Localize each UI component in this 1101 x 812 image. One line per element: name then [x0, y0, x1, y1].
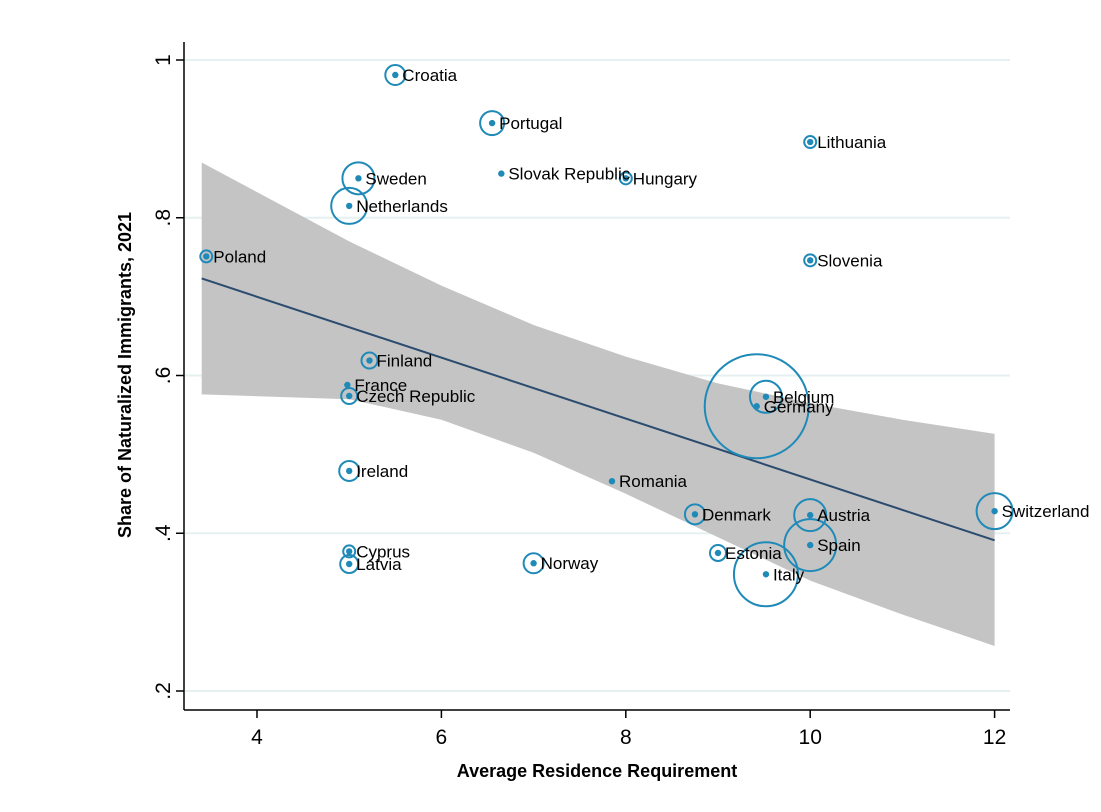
point-ring-spain	[783, 518, 838, 573]
point-label-romania: Romania	[619, 472, 688, 491]
data-points	[199, 63, 1014, 608]
point-ring-latvia	[339, 554, 360, 575]
y-tick-label-0: .2	[152, 682, 175, 700]
point-label-cyprus: Cyprus	[356, 542, 410, 561]
point-dot-croatia	[392, 71, 399, 79]
point-label-croatia: Croatia	[402, 66, 457, 85]
point-label-poland: Poland	[213, 247, 266, 266]
point-ring-italy	[732, 541, 799, 608]
point-ring-lithuania	[803, 135, 818, 150]
point-ring-poland	[199, 249, 214, 264]
point-dot-latvia	[346, 560, 353, 568]
point-ring-finland	[360, 351, 379, 370]
x-axis-title: Average Residence Requirement	[457, 761, 737, 781]
point-label-portugal: Portugal	[499, 114, 562, 133]
point-dot-portugal	[488, 119, 496, 127]
point-labels: Croatia Portugal Lithuania Sweden Slovak Rep…	[213, 66, 1089, 584]
point-dot-slovak-republic	[498, 170, 505, 177]
y-tick-label-2: .6	[152, 367, 175, 385]
confidence-band	[201, 162, 995, 646]
point-label-ireland: Ireland	[356, 462, 408, 481]
point-ring-austria	[793, 498, 828, 533]
point-dot-slovenia	[807, 257, 814, 264]
point-label-austria: Austria	[817, 506, 870, 525]
point-label-slovak-republic: Slovak Republic	[508, 165, 630, 184]
point-dot-france	[344, 381, 351, 389]
point-dot-finland	[366, 357, 373, 364]
point-dot-italy	[762, 571, 770, 578]
point-dot-romania	[608, 477, 616, 485]
point-label-norway: Norway	[541, 554, 599, 573]
point-ring-hungary	[618, 171, 633, 186]
y-tick-label-4: 1	[152, 54, 175, 66]
fit-line-group	[201, 277, 995, 542]
x-tick-label-2: 8	[620, 726, 632, 749]
point-label-spain: Spain	[817, 536, 860, 555]
point-ring-slovenia	[803, 253, 818, 268]
point-label-belgium: Belgium	[773, 388, 834, 407]
point-ring-sweden	[341, 161, 376, 196]
point-dot-spain	[807, 541, 814, 549]
x-tick-label-0: 4	[251, 726, 263, 749]
point-label-finland: Finland	[376, 352, 432, 371]
point-ring-denmark	[683, 503, 706, 526]
x-tick-label-4: 12	[983, 726, 1006, 749]
point-ring-switzerland	[975, 492, 1014, 531]
point-label-germany: Germany	[764, 397, 834, 416]
fit-line	[201, 277, 995, 542]
point-dot-ireland	[346, 467, 353, 475]
point-label-netherlands: Netherlands	[356, 197, 448, 216]
point-dot-netherlands	[346, 202, 353, 210]
point-ring-croatia	[384, 63, 407, 86]
point-ring-germany	[703, 353, 810, 460]
point-ring-portugal	[479, 110, 506, 137]
point-ring-belgium	[748, 379, 783, 414]
point-label-sweden: Sweden	[365, 169, 426, 188]
point-ring-cyprus	[342, 544, 357, 559]
confidence-band-area	[201, 162, 995, 646]
point-dot-hungary	[622, 175, 629, 182]
y-tick-label-1: .4	[152, 524, 175, 542]
point-ring-estonia	[709, 543, 727, 562]
point-dot-norway	[530, 560, 537, 567]
point-label-estonia: Estonia	[725, 544, 782, 563]
x-tick-label-1: 6	[436, 726, 448, 749]
point-dot-lithuania	[807, 138, 814, 146]
point-label-lithuania: Lithuania	[817, 133, 887, 152]
point-label-slovenia: Slovenia	[817, 251, 883, 270]
point-ring-czech-republic	[340, 387, 359, 406]
point-label-hungary: Hungary	[633, 169, 698, 188]
point-dot-austria	[807, 511, 814, 519]
point-dot-switzerland	[991, 507, 998, 515]
point-dot-czech-republic	[346, 392, 353, 400]
point-dot-poland	[203, 253, 210, 260]
point-dot-estonia	[714, 549, 722, 557]
y-axis-title: Share of Naturalized Immigrants, 2021	[115, 212, 135, 538]
point-dot-denmark	[691, 511, 699, 518]
y-tick-label-3: .8	[152, 209, 175, 227]
point-label-czech-republic: Czech Republic	[356, 387, 476, 406]
point-label-france: France	[354, 376, 407, 395]
point-ring-netherlands	[330, 186, 369, 225]
axes: .2 .4 .6 .8 1 4 6 8 10 12	[152, 42, 1010, 749]
point-label-latvia: Latvia	[356, 555, 402, 574]
point-label-switzerland: Switzerland	[1002, 502, 1090, 521]
point-dot-cyprus	[346, 548, 353, 555]
point-label-italy: Italy	[773, 565, 805, 584]
point-dot-germany	[753, 403, 760, 410]
point-dot-sweden	[355, 175, 362, 182]
x-tick-label-3: 10	[799, 726, 822, 749]
point-dot-belgium	[762, 393, 770, 400]
point-ring-ireland	[338, 459, 361, 482]
point-label-denmark: Denmark	[702, 505, 771, 524]
point-ring-norway	[522, 552, 545, 575]
